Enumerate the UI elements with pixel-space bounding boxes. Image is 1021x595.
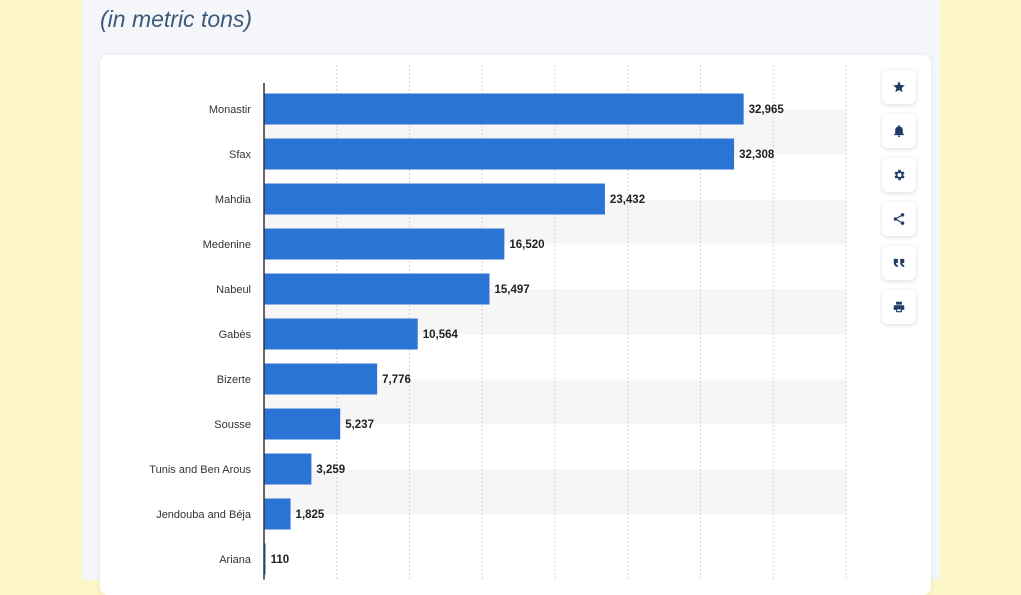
bar	[264, 273, 490, 305]
value-labels: 32,965 32,308 23,432 16,520 15,497 10,564 7,77…	[271, 104, 785, 566]
favorite-button[interactable]	[882, 70, 916, 104]
settings-button[interactable]	[882, 158, 916, 192]
gear-icon	[894, 169, 905, 181]
category-label: Ariana	[219, 554, 252, 566]
category-label: Mahdia	[215, 194, 252, 206]
data-label: 32,308	[739, 149, 775, 161]
bar-chart: Monastir Sfax Mahdia Medenine Nabeul Gabès Biz…	[149, 65, 847, 580]
data-label: 10,564	[423, 329, 459, 341]
data-label: 110	[271, 554, 290, 566]
chart-toolbar	[882, 70, 916, 324]
bar	[264, 408, 341, 440]
bar	[264, 363, 378, 395]
star-icon	[893, 81, 905, 93]
bar	[264, 318, 418, 350]
data-label: 5,237	[345, 419, 374, 431]
quote-icon	[893, 258, 905, 268]
bell-icon	[894, 125, 904, 137]
category-label: Sousse	[214, 419, 251, 431]
bar	[264, 498, 291, 530]
notification-button[interactable]	[882, 114, 916, 148]
bar	[264, 183, 605, 215]
data-label: 3,259	[316, 464, 345, 476]
bars	[264, 93, 744, 575]
print-button[interactable]	[882, 290, 916, 324]
category-label: Monastir	[209, 104, 252, 116]
category-label: Tunis and Ben Arous	[149, 464, 251, 476]
category-label: Sfax	[229, 149, 252, 161]
category-label: Gabès	[219, 329, 252, 341]
bar	[264, 228, 505, 260]
data-label: 23,432	[610, 194, 645, 206]
category-label: Nabeul	[216, 284, 251, 296]
chart-subtitle: (in metric tons)	[100, 6, 253, 32]
cite-button[interactable]	[882, 246, 916, 280]
bar	[264, 138, 735, 170]
share-button[interactable]	[882, 202, 916, 236]
category-label: Jendouba and Béja	[156, 509, 252, 521]
bar	[264, 543, 266, 575]
bar	[264, 453, 312, 485]
data-label: 1,825	[296, 509, 325, 521]
share-icon	[893, 213, 905, 225]
print-icon	[893, 301, 905, 313]
category-label: Medenine	[203, 239, 251, 251]
category-labels: Monastir Sfax Mahdia Medenine Nabeul Gabès Biz…	[149, 104, 252, 566]
data-label: 32,965	[749, 104, 785, 116]
row-stripe	[264, 469, 846, 515]
bar	[264, 93, 744, 125]
data-label: 16,520	[509, 239, 544, 251]
category-label: Bizerte	[217, 374, 251, 386]
data-label: 7,776	[382, 374, 411, 386]
data-label: 15,497	[494, 284, 529, 296]
